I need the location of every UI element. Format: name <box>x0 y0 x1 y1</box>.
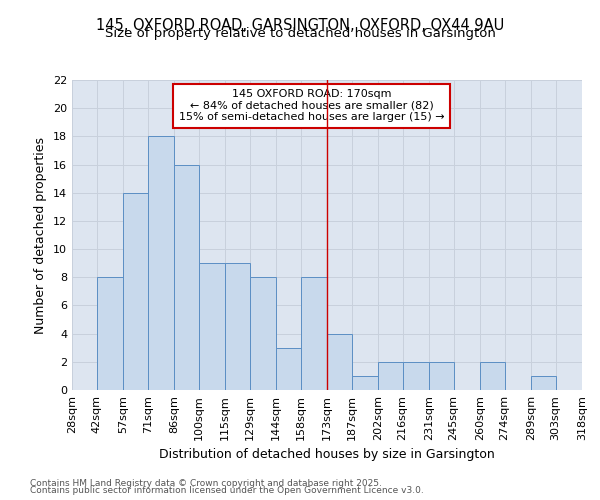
Bar <box>352 376 378 390</box>
Bar <box>174 164 199 390</box>
Text: Contains public sector information licensed under the Open Government Licence v3: Contains public sector information licen… <box>30 486 424 495</box>
Bar <box>531 376 556 390</box>
Bar <box>148 136 174 390</box>
Y-axis label: Number of detached properties: Number of detached properties <box>34 136 47 334</box>
Bar <box>301 278 327 390</box>
X-axis label: Distribution of detached houses by size in Garsington: Distribution of detached houses by size … <box>159 448 495 462</box>
Bar <box>123 192 148 390</box>
Bar <box>480 362 505 390</box>
Text: Contains HM Land Registry data © Crown copyright and database right 2025.: Contains HM Land Registry data © Crown c… <box>30 478 382 488</box>
Bar <box>225 263 250 390</box>
Text: 145, OXFORD ROAD, GARSINGTON, OXFORD, OX44 9AU: 145, OXFORD ROAD, GARSINGTON, OXFORD, OX… <box>96 18 504 32</box>
Bar <box>250 278 276 390</box>
Text: Size of property relative to detached houses in Garsington: Size of property relative to detached ho… <box>104 28 496 40</box>
Bar <box>97 278 123 390</box>
Bar <box>327 334 352 390</box>
Bar <box>378 362 403 390</box>
Bar <box>429 362 454 390</box>
Bar <box>199 263 225 390</box>
Bar <box>403 362 429 390</box>
Text: 145 OXFORD ROAD: 170sqm
← 84% of detached houses are smaller (82)
15% of semi-de: 145 OXFORD ROAD: 170sqm ← 84% of detache… <box>179 90 445 122</box>
Bar <box>276 348 301 390</box>
